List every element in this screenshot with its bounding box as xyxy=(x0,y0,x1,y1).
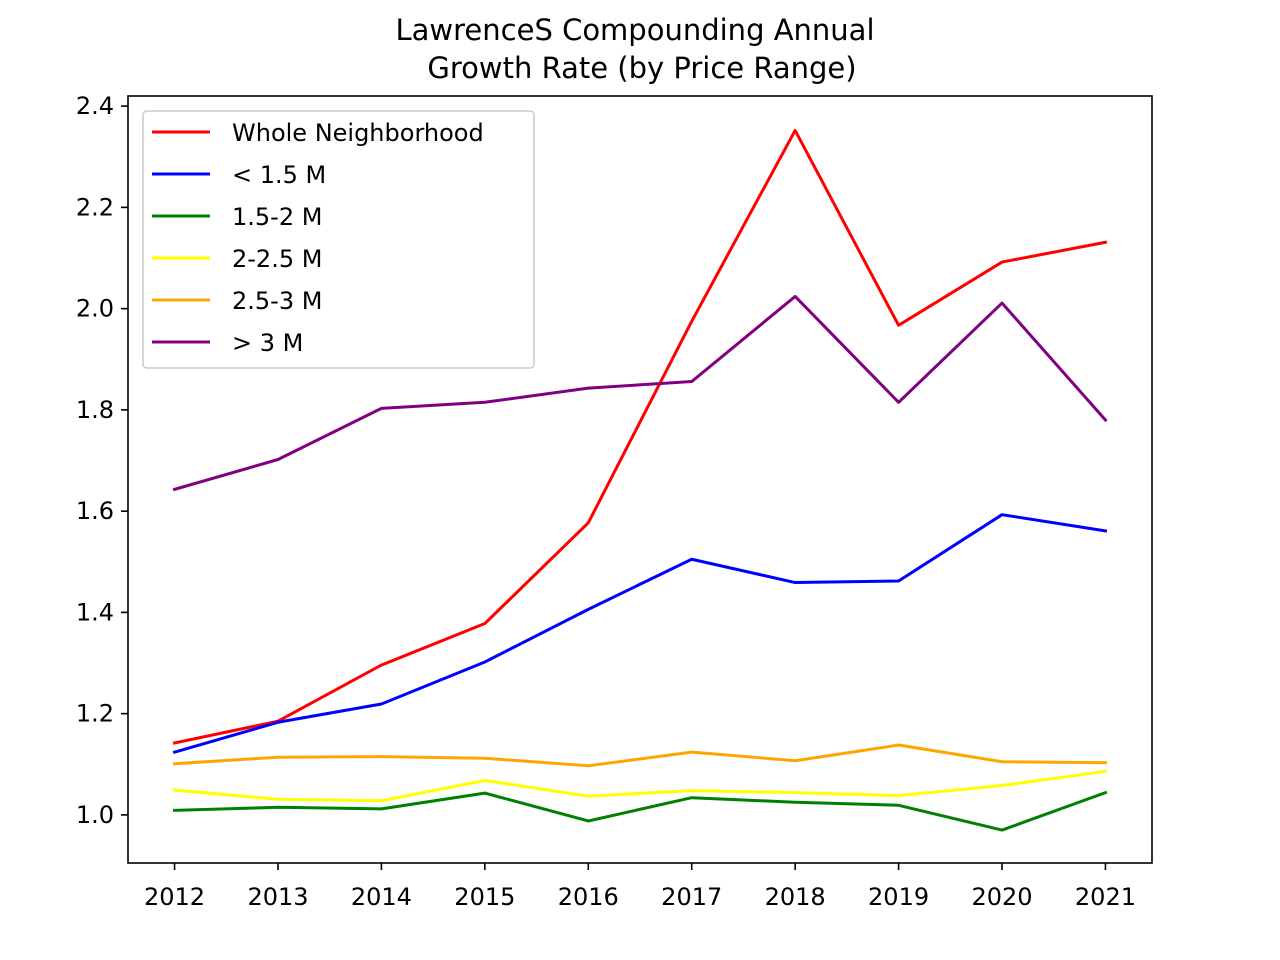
series-line-2 xyxy=(172,513,1108,754)
y-axis: 1.0 1.2 1.4 1.6 1.8 2.0 2.2 2.4 xyxy=(76,92,128,829)
x-tick-label: 2014 xyxy=(351,883,412,911)
legend-label: Whole Neighborhood xyxy=(232,119,484,147)
legend-label: 2-2.5 M xyxy=(232,245,322,273)
legend-entry: Whole Neighborhood xyxy=(152,119,484,147)
y-tick-label: 1.8 xyxy=(76,396,114,424)
legend-label: < 1.5 M xyxy=(232,161,326,189)
y-tick-label: 1.4 xyxy=(76,598,114,626)
x-tick-label: 2017 xyxy=(661,883,722,911)
series-line-1 xyxy=(172,128,1108,745)
x-tick-label: 2020 xyxy=(971,883,1032,911)
legend-box xyxy=(142,110,535,369)
x-tick-label: 2018 xyxy=(765,883,826,911)
x-axis: 2012 2013 2014 2015 2016 2017 2018 2019 2020 2021 xyxy=(144,863,1136,911)
legend-label: 2.5-3 M xyxy=(232,287,322,315)
legend-entry: < 1.5 M xyxy=(152,161,326,189)
y-tick-label: 1.0 xyxy=(76,801,114,829)
legend-label: 1.5-2 M xyxy=(232,203,322,231)
legend: Whole Neighborhood < 1.5 M 1.5-2 M 2-2.5 M 2… xyxy=(142,110,535,369)
series-line-5 xyxy=(172,743,1107,768)
x-tick-label: 2012 xyxy=(144,883,205,911)
legend-entry: 1.5-2 M xyxy=(152,203,322,231)
legend-entry: > 3 M xyxy=(152,329,303,357)
chart-title-line-2: Growth Rate (by Price Range) xyxy=(427,51,856,85)
y-tick-label: 2.4 xyxy=(76,92,114,120)
series-line-4 xyxy=(172,769,1108,803)
y-tick-label: 1.6 xyxy=(76,497,114,525)
series-lines xyxy=(172,128,1108,832)
chart-title: LawrenceS Compounding Annual Growth Rate… xyxy=(396,13,875,85)
y-tick-label: 1.2 xyxy=(76,700,114,728)
chart-title-line-1: LawrenceS Compounding Annual xyxy=(396,13,875,47)
y-tick-label: 2.2 xyxy=(76,193,114,221)
x-tick-label: 2016 xyxy=(558,883,619,911)
x-tick-label: 2021 xyxy=(1075,883,1136,911)
legend-entry: 2.5-3 M xyxy=(152,287,322,315)
series-line-3 xyxy=(173,790,1108,832)
x-tick-label: 2013 xyxy=(247,883,308,911)
legend-entry: 2-2.5 M xyxy=(152,245,322,273)
x-tick-label: 2015 xyxy=(454,883,515,911)
x-tick-label: 2019 xyxy=(868,883,929,911)
legend-label: > 3 M xyxy=(232,329,303,357)
series-line-6 xyxy=(172,294,1108,492)
y-tick-label: 2.0 xyxy=(76,295,114,323)
